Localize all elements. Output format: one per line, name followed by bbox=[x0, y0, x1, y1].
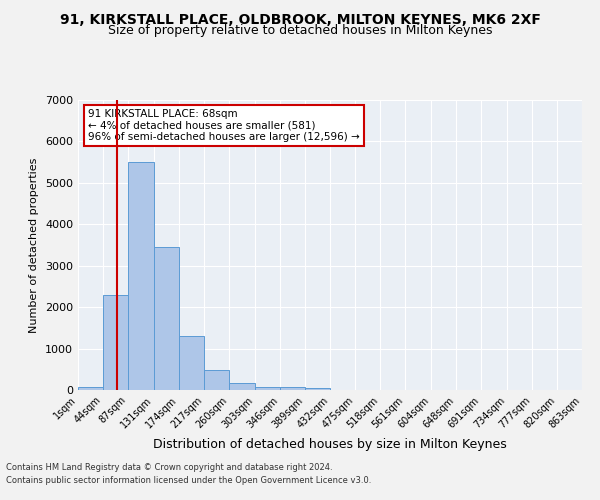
Bar bbox=[254, 386, 280, 390]
Text: 91 KIRKSTALL PLACE: 68sqm
← 4% of detached houses are smaller (581)
96% of semi-: 91 KIRKSTALL PLACE: 68sqm ← 4% of detach… bbox=[88, 108, 360, 142]
Bar bbox=[229, 383, 254, 390]
Text: 91, KIRKSTALL PLACE, OLDBROOK, MILTON KEYNES, MK6 2XF: 91, KIRKSTALL PLACE, OLDBROOK, MILTON KE… bbox=[59, 12, 541, 26]
Text: Size of property relative to detached houses in Milton Keynes: Size of property relative to detached ho… bbox=[108, 24, 492, 37]
Text: Contains public sector information licensed under the Open Government Licence v3: Contains public sector information licen… bbox=[6, 476, 371, 485]
Bar bbox=[78, 386, 103, 390]
Bar bbox=[305, 388, 330, 390]
X-axis label: Distribution of detached houses by size in Milton Keynes: Distribution of detached houses by size … bbox=[153, 438, 507, 451]
Text: Contains HM Land Registry data © Crown copyright and database right 2024.: Contains HM Land Registry data © Crown c… bbox=[6, 464, 332, 472]
Bar bbox=[179, 336, 204, 390]
Bar bbox=[204, 370, 229, 390]
Bar bbox=[280, 387, 305, 390]
Bar bbox=[128, 162, 154, 390]
Bar bbox=[154, 247, 179, 390]
Y-axis label: Number of detached properties: Number of detached properties bbox=[29, 158, 40, 332]
Bar bbox=[103, 294, 128, 390]
